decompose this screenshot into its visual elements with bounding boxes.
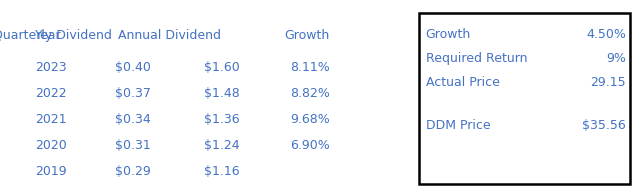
Text: $1.24: $1.24 xyxy=(204,139,240,152)
Text: $1.60: $1.60 xyxy=(204,61,240,74)
Text: 2020: 2020 xyxy=(35,139,67,152)
Text: $35.56: $35.56 xyxy=(582,119,626,132)
Text: Growth: Growth xyxy=(426,28,471,41)
Text: 8.11%: 8.11% xyxy=(290,61,330,74)
Text: 9.68%: 9.68% xyxy=(290,113,330,126)
Text: DDM Price: DDM Price xyxy=(426,119,490,132)
Text: $0.37: $0.37 xyxy=(115,87,150,100)
Text: Year: Year xyxy=(35,29,62,42)
Text: Quarterly Dividend: Quarterly Dividend xyxy=(0,29,112,42)
Text: $1.48: $1.48 xyxy=(204,87,240,100)
Text: Required Return: Required Return xyxy=(426,52,527,65)
Text: 6.90%: 6.90% xyxy=(290,139,330,152)
Text: $0.31: $0.31 xyxy=(115,139,150,152)
Text: 2021: 2021 xyxy=(35,113,67,126)
Text: 29.15: 29.15 xyxy=(590,76,626,89)
Text: $0.34: $0.34 xyxy=(115,113,150,126)
Text: 8.82%: 8.82% xyxy=(290,87,330,100)
Text: Actual Price: Actual Price xyxy=(426,76,499,89)
Text: 2022: 2022 xyxy=(35,87,67,100)
Text: Annual Dividend: Annual Dividend xyxy=(118,29,221,42)
Text: $1.36: $1.36 xyxy=(204,113,240,126)
Text: $0.29: $0.29 xyxy=(115,165,150,178)
Bar xyxy=(419,13,630,184)
Text: 2019: 2019 xyxy=(35,165,67,178)
Text: $1.16: $1.16 xyxy=(204,165,240,178)
Text: $0.40: $0.40 xyxy=(115,61,150,74)
Text: 2023: 2023 xyxy=(35,61,67,74)
Text: Growth: Growth xyxy=(284,29,330,42)
Text: 4.50%: 4.50% xyxy=(586,28,626,41)
Text: 9%: 9% xyxy=(606,52,626,65)
